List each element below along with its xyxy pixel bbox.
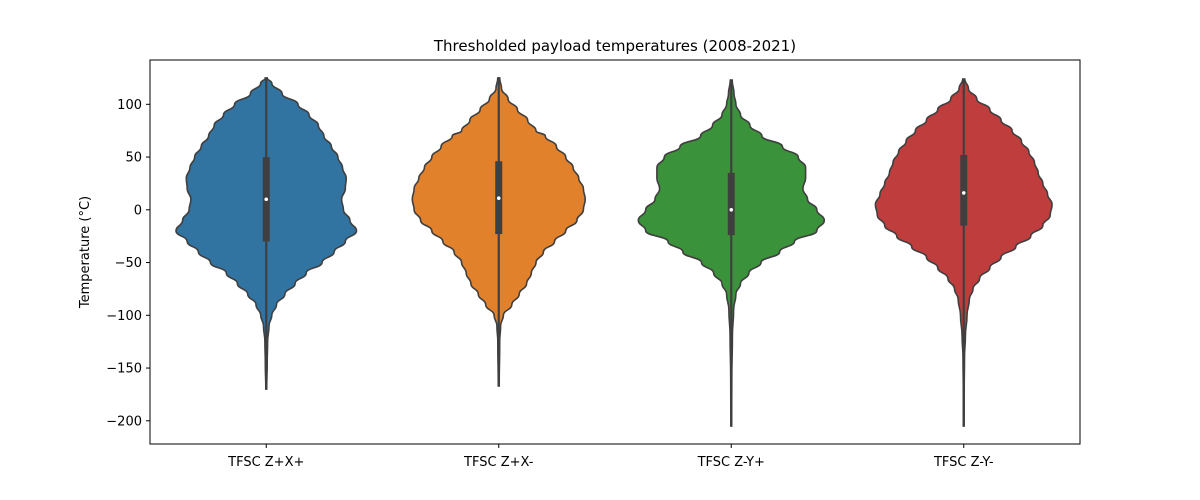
x-tick-label: TFSC Z-Y+ [697,455,765,470]
chart-title: Thresholded payload temperatures (2008-2… [433,37,796,55]
violin-median-dot [496,196,501,200]
plot-frame [149,59,1081,445]
y-tick-label: −50 [115,256,142,271]
violins-group [175,77,1053,427]
y-tick-label: 0 [134,203,142,218]
y-tick-label: −200 [106,414,142,429]
x-axis: TFSC Z+X+ TFSC Z+X- TFSC Z-Y+ TFSC Z-Y- [227,444,994,470]
violin-iqr-box [727,172,735,236]
x-tick-label: TFSC Z-Y- [933,455,994,470]
x-tick-label: TFSC Z+X- [463,455,534,470]
violin-iqr-box [960,154,968,226]
y-tick-label: −100 [106,309,142,324]
y-tick-label: 50 [125,151,142,166]
y-axis: 100 50 0 −50 −100 −150 −200 [106,98,150,429]
violin-median-dot [729,208,734,212]
x-tick-label: TFSC Z+X+ [227,455,304,470]
violin-median-dot [961,191,966,195]
y-tick-label: −150 [106,362,142,377]
y-tick-label: 100 [117,98,142,113]
y-axis-label: Temperature (°C) [78,196,93,309]
violin-median-dot [264,197,269,202]
